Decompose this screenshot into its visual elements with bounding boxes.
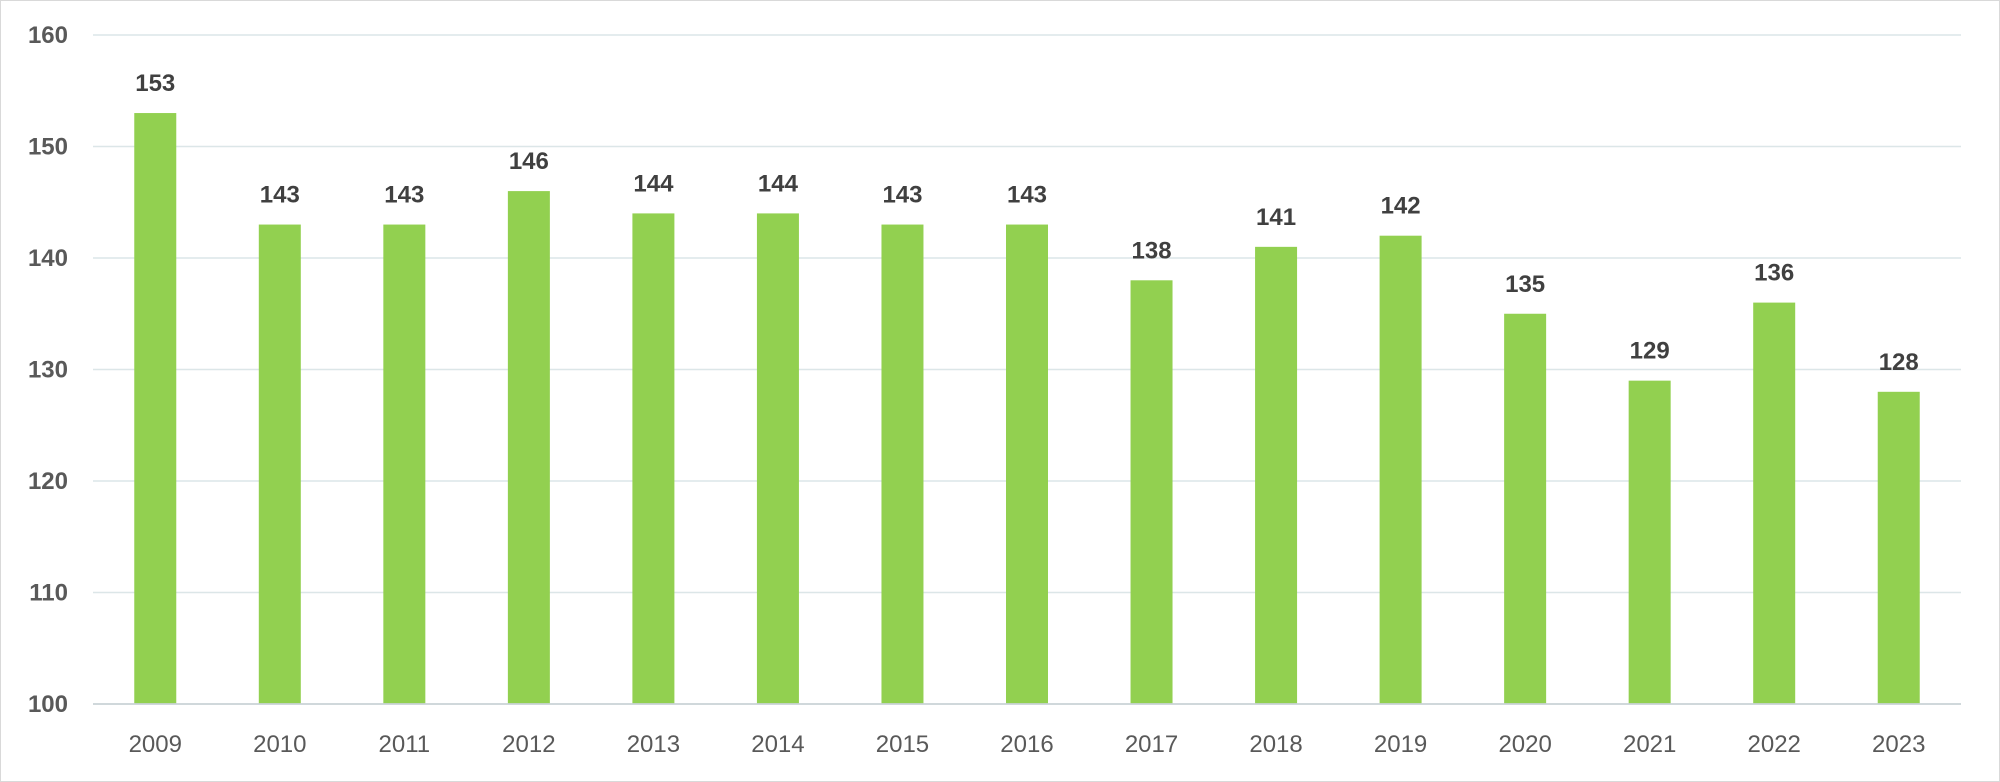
bars	[134, 113, 1920, 705]
bar	[881, 224, 924, 705]
data-label: 143	[882, 182, 922, 209]
data-label: 146	[509, 148, 549, 175]
y-tick-label: 100	[28, 691, 68, 718]
y-tick-label: 140	[28, 245, 68, 272]
x-tick-label: 2021	[1623, 731, 1676, 758]
data-label: 129	[1630, 338, 1670, 365]
y-tick-label: 130	[28, 357, 68, 384]
data-label: 135	[1505, 271, 1545, 298]
data-label: 136	[1754, 260, 1794, 287]
data-label: 142	[1381, 193, 1421, 220]
y-tick-label: 160	[28, 22, 68, 49]
bar	[632, 213, 675, 704]
x-tick-label: 2014	[751, 731, 804, 758]
x-axis-tick-labels: 2009 2010 2011 2012 2013 2014 2015 2016 2017 2018…	[129, 731, 1926, 758]
bar	[1006, 224, 1048, 705]
data-label: 138	[1132, 237, 1172, 264]
bar	[134, 113, 177, 705]
bar	[1379, 235, 1422, 704]
data-label: 143	[384, 182, 424, 209]
bar	[1628, 380, 1671, 704]
data-label: 144	[633, 170, 674, 197]
y-tick-label: 120	[28, 468, 68, 495]
x-tick-label: 2016	[1000, 731, 1053, 758]
bar	[1504, 313, 1547, 704]
x-tick-label: 2010	[253, 731, 306, 758]
data-label: 141	[1256, 204, 1296, 231]
data-labels: 153 143 143 146 144 144 143 143 138 141 142 135 129 1…	[135, 70, 1919, 376]
y-tick-label: 150	[28, 134, 68, 161]
bar	[1255, 246, 1298, 704]
x-tick-label: 2012	[502, 731, 555, 758]
bar	[258, 224, 301, 705]
data-label: 143	[260, 182, 300, 209]
x-tick-label: 2019	[1374, 731, 1427, 758]
bar	[383, 224, 426, 705]
x-tick-label: 2017	[1125, 731, 1178, 758]
x-tick-label: 2015	[876, 731, 929, 758]
data-label: 143	[1007, 182, 1047, 209]
x-tick-label: 2011	[379, 731, 431, 758]
bar	[1130, 280, 1173, 704]
bar	[1877, 391, 1920, 704]
data-label: 153	[135, 70, 175, 97]
data-label: 128	[1879, 349, 1919, 376]
y-axis-tick-labels: 100 110 120 130 140 150 160	[28, 22, 68, 718]
data-label: 144	[758, 170, 799, 197]
x-tick-label: 2022	[1748, 731, 1801, 758]
x-tick-label: 2018	[1249, 731, 1302, 758]
x-tick-label: 2023	[1872, 731, 1925, 758]
x-tick-label: 2020	[1498, 731, 1551, 758]
bar	[756, 213, 799, 704]
bar	[507, 191, 550, 705]
bar	[1753, 302, 1796, 704]
y-tick-label: 110	[29, 580, 68, 607]
x-tick-label: 2013	[627, 731, 680, 758]
x-tick-label: 2009	[129, 731, 182, 758]
